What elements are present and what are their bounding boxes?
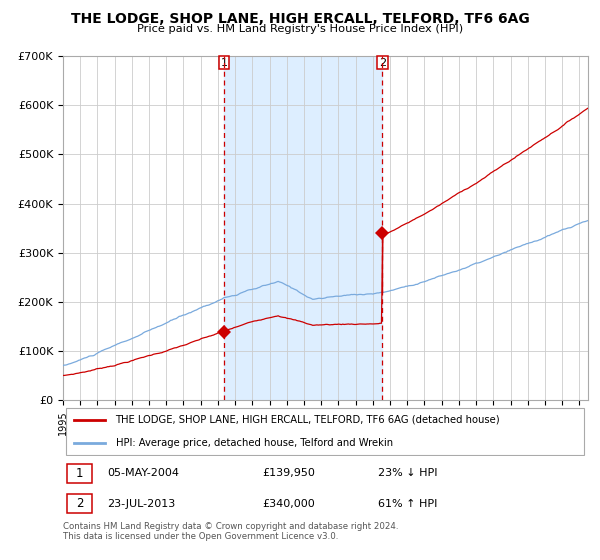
Text: THE LODGE, SHOP LANE, HIGH ERCALL, TELFORD, TF6 6AG (detached house): THE LODGE, SHOP LANE, HIGH ERCALL, TELFO… (115, 414, 500, 424)
Text: 23% ↓ HPI: 23% ↓ HPI (378, 468, 437, 478)
Text: HPI: Average price, detached house, Telford and Wrekin: HPI: Average price, detached house, Telf… (115, 438, 392, 448)
Bar (224, 56, 382, 400)
FancyBboxPatch shape (65, 408, 584, 455)
Text: 1: 1 (76, 467, 83, 480)
Text: 2: 2 (379, 58, 386, 68)
Text: Contains HM Land Registry data © Crown copyright and database right 2024.
This d: Contains HM Land Registry data © Crown c… (63, 522, 398, 542)
Text: Price paid vs. HM Land Registry's House Price Index (HPI): Price paid vs. HM Land Registry's House … (137, 24, 463, 34)
Text: £139,950: £139,950 (263, 468, 316, 478)
FancyBboxPatch shape (67, 494, 92, 514)
Text: £340,000: £340,000 (263, 499, 315, 509)
Text: 23-JUL-2013: 23-JUL-2013 (107, 499, 176, 509)
Text: 1: 1 (220, 58, 227, 68)
Text: 05-MAY-2004: 05-MAY-2004 (107, 468, 179, 478)
Text: THE LODGE, SHOP LANE, HIGH ERCALL, TELFORD, TF6 6AG: THE LODGE, SHOP LANE, HIGH ERCALL, TELFO… (71, 12, 529, 26)
Text: 2: 2 (76, 497, 83, 510)
FancyBboxPatch shape (67, 464, 92, 483)
Text: 61% ↑ HPI: 61% ↑ HPI (378, 499, 437, 509)
